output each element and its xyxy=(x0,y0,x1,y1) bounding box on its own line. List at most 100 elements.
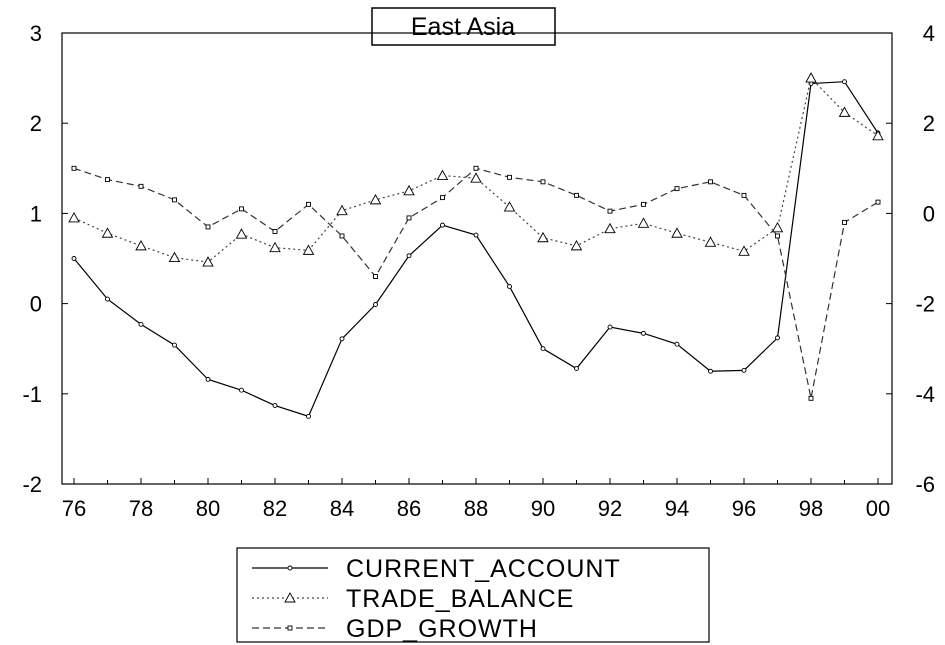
data-point-current-account xyxy=(306,413,311,419)
legend-marker-trade-balance xyxy=(284,592,296,603)
data-point-gdp-growth xyxy=(473,165,479,171)
data-point-current-account xyxy=(440,222,445,228)
right-tick-label: -6 xyxy=(915,472,935,497)
right-tick-label: -2 xyxy=(915,292,935,317)
x-tick-label: 92 xyxy=(598,496,622,521)
data-point-current-account xyxy=(741,367,747,373)
x-tick-label: 78 xyxy=(129,496,153,521)
data-point-trade-balance xyxy=(235,228,248,239)
data-point-trade-balance xyxy=(838,106,851,117)
legend-box xyxy=(236,547,710,643)
data-point-current-account xyxy=(105,296,110,302)
right-tick-label: -4 xyxy=(915,382,935,407)
series-current-account xyxy=(71,79,881,419)
data-point-trade-balance xyxy=(269,241,281,253)
data-point-gdp-growth xyxy=(272,228,278,234)
data-point-trade-balance xyxy=(403,184,415,196)
series-gdp-growth xyxy=(71,165,881,401)
left-tick-label: 1 xyxy=(30,201,42,226)
data-point-current-account xyxy=(138,321,144,327)
data-point-gdp-growth xyxy=(339,233,345,239)
data-point-gdp-growth xyxy=(607,208,613,214)
data-point-current-account xyxy=(607,324,613,330)
data-point-current-account xyxy=(272,403,278,408)
right-y-axis: 4 2 0 -2 -4 -6 xyxy=(886,21,935,497)
data-point-gdp-growth xyxy=(540,179,546,185)
data-point-current-account xyxy=(775,335,780,341)
data-point-trade-balance xyxy=(637,217,650,228)
data-point-trade-balance xyxy=(336,204,348,216)
data-point-current-account xyxy=(641,330,646,336)
data-point-trade-balance xyxy=(202,256,214,267)
chart-title-box xyxy=(371,7,556,46)
data-point-gdp-growth xyxy=(406,215,412,221)
data-point-trade-balance xyxy=(470,172,482,183)
x-tick-label: 88 xyxy=(464,496,488,521)
data-point-current-account xyxy=(674,341,680,347)
data-point-gdp-growth xyxy=(71,165,77,171)
data-point-current-account xyxy=(373,302,378,307)
data-point-trade-balance xyxy=(537,231,549,243)
series-line-current-account xyxy=(73,81,879,418)
data-point-gdp-growth xyxy=(105,177,110,183)
data-point-trade-balance xyxy=(805,72,817,83)
data-point-gdp-growth xyxy=(875,199,881,205)
data-point-current-account xyxy=(406,253,412,259)
data-point-gdp-growth xyxy=(507,174,512,180)
legend-item-current-account: CURRENT_ACCOUNT xyxy=(252,555,621,583)
data-point-current-account xyxy=(507,284,512,289)
series-layer xyxy=(68,72,884,419)
legend-label-trade-balance: TRADE_BALANCE xyxy=(346,585,574,613)
data-point-trade-balance xyxy=(704,236,717,247)
legend-marker-current-account xyxy=(287,565,293,571)
data-point-gdp-growth xyxy=(641,201,646,207)
data-point-gdp-growth xyxy=(741,192,747,198)
data-point-trade-balance xyxy=(369,193,382,205)
data-point-current-account xyxy=(708,368,713,374)
data-point-gdp-growth xyxy=(306,201,311,207)
data-point-gdp-growth xyxy=(172,197,177,203)
legend-label-current-account: CURRENT_ACCOUNT xyxy=(346,555,621,583)
data-point-trade-balance xyxy=(101,227,114,238)
data-point-current-account xyxy=(71,256,77,261)
chart-title: East Asia xyxy=(411,13,515,41)
legend-item-gdp-growth: GDP_GROWTH xyxy=(252,615,537,643)
data-point-gdp-growth xyxy=(674,186,680,192)
left-tick-label: 2 xyxy=(30,111,42,136)
left-y-axis: 3 2 1 0 -1 -2 xyxy=(22,21,68,497)
data-point-current-account xyxy=(574,366,579,371)
data-point-current-account xyxy=(205,376,211,382)
data-point-gdp-growth xyxy=(574,192,579,198)
right-tick-label: 0 xyxy=(923,201,935,226)
data-point-trade-balance xyxy=(503,201,516,212)
data-point-gdp-growth xyxy=(373,274,378,279)
data-point-trade-balance xyxy=(671,227,683,238)
series-line-gdp-growth xyxy=(73,167,879,399)
data-point-trade-balance xyxy=(604,222,616,234)
data-point-current-account xyxy=(172,342,177,348)
data-point-trade-balance xyxy=(436,169,449,180)
left-tick-label: 3 xyxy=(30,21,42,46)
data-point-gdp-growth xyxy=(239,206,244,212)
data-point-current-account xyxy=(540,346,546,352)
right-tick-label: 2 xyxy=(923,111,935,136)
data-point-gdp-growth xyxy=(808,395,814,401)
data-point-gdp-growth xyxy=(205,224,211,230)
data-point-gdp-growth xyxy=(138,183,144,189)
data-point-gdp-growth xyxy=(440,195,445,201)
x-axis: 76 78 80 82 84 86 88 90 92 94 96 98 00 xyxy=(62,478,890,521)
data-point-trade-balance xyxy=(168,251,181,263)
series-trade-balance xyxy=(68,72,884,267)
data-point-trade-balance xyxy=(771,221,784,233)
plot-frame xyxy=(61,32,893,485)
x-tick-label: 96 xyxy=(732,496,756,521)
data-point-gdp-growth xyxy=(708,179,713,185)
data-point-current-account xyxy=(473,232,479,238)
right-tick-label: 4 xyxy=(923,21,935,46)
x-tick-label: 76 xyxy=(62,496,86,521)
left-tick-label: 0 xyxy=(30,292,42,317)
data-point-trade-balance xyxy=(135,239,147,251)
data-point-current-account xyxy=(239,387,244,393)
